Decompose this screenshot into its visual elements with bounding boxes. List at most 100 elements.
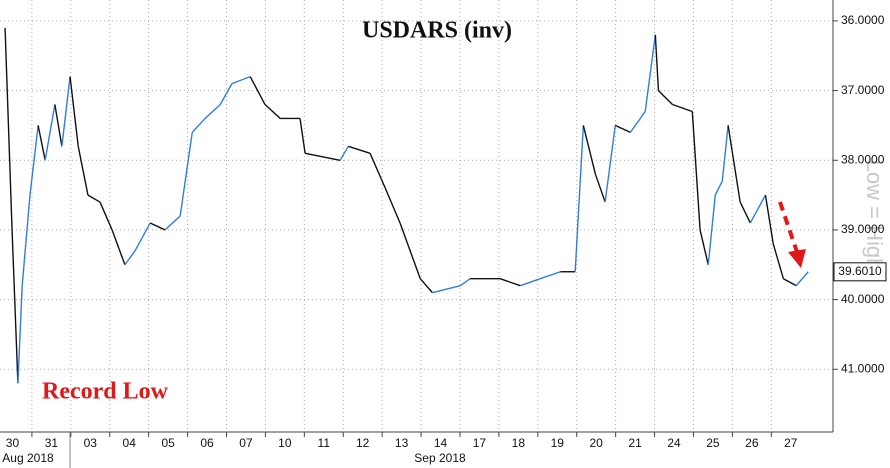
line-segment (657, 90, 673, 106)
line-segment (691, 111, 701, 230)
line-segment (574, 125, 585, 272)
line-segment (149, 222, 166, 231)
last-price-label: 39.6010 (838, 264, 882, 278)
line-segment (164, 215, 181, 231)
line-segment (721, 125, 729, 182)
line-segment (739, 201, 751, 224)
line-segment (69, 76, 79, 147)
x-tick-label: 06 (200, 436, 214, 450)
annotation: Low = High (862, 160, 887, 271)
line-segment (17, 285, 23, 384)
x-tick-label: 04 (123, 436, 137, 450)
x-tick-label: 17 (473, 436, 487, 450)
x-group-label: Aug 2018 (2, 451, 54, 465)
line-segment (339, 145, 349, 161)
line-segment (304, 152, 341, 161)
y-tick-label: 37.0000 (841, 83, 885, 97)
line-segment (134, 222, 151, 252)
line-segment (44, 104, 56, 161)
price-line (4, 27, 809, 384)
arrow (778, 201, 806, 268)
x-tick-label: 31 (45, 436, 59, 450)
line-segment (707, 195, 716, 265)
line-segment (264, 104, 281, 119)
chart-title: USDARS (inv) (362, 18, 512, 44)
line-segment (772, 243, 785, 279)
line-segment (419, 278, 433, 294)
x-tick-label: 07 (239, 436, 253, 450)
line-segment (231, 75, 251, 85)
line-segment (204, 104, 221, 119)
line-segment (594, 173, 606, 203)
x-tick-label: 18 (512, 436, 526, 450)
line-segment (399, 222, 421, 279)
y-tick-label: 40.0000 (841, 292, 885, 306)
y-tick-label: 36.0000 (841, 13, 885, 27)
y-tick-label: 41.0000 (841, 361, 885, 375)
x-tick-label: 26 (745, 436, 759, 450)
line-segment (191, 117, 206, 133)
line-segment (749, 194, 767, 224)
line-segment (87, 194, 101, 203)
line-segment (727, 125, 741, 203)
x-tick-label: 11 (318, 436, 331, 450)
line-segment (582, 125, 597, 175)
line-segment (369, 153, 386, 189)
x-tick-label: 24 (667, 436, 681, 450)
line-segment (61, 76, 71, 147)
line-segment (219, 83, 233, 105)
x-tick-label: 19 (551, 436, 565, 450)
x-group-label: Sep 2018 (414, 451, 466, 465)
line-segment (54, 104, 63, 147)
x-tick-label: 13 (395, 436, 409, 450)
line-segment (29, 125, 39, 196)
line-segment (499, 278, 521, 287)
line-segment (21, 195, 31, 286)
x-tick-label: 30 (6, 436, 20, 450)
line-segment (644, 34, 657, 112)
line-segment (348, 145, 371, 154)
line-segment (714, 180, 723, 196)
line-segment (37, 125, 46, 161)
x-tick-label: 27 (784, 436, 798, 450)
line-segment (764, 194, 774, 244)
x-tick-label: 10 (278, 436, 292, 450)
x-tick-label: 20 (590, 436, 604, 450)
line-segment (99, 201, 113, 231)
line-segment (539, 271, 561, 280)
x-tick-label: 14 (434, 436, 448, 450)
x-tick-label: 05 (161, 436, 175, 450)
line-segment (629, 111, 646, 133)
x-tick-label: 03 (84, 436, 98, 450)
line-segment (111, 229, 126, 266)
arrow-shaft (778, 201, 799, 253)
line-segment (11, 229, 19, 384)
line-segment (432, 284, 461, 294)
line-segment (699, 229, 709, 265)
line-segment (179, 132, 193, 217)
line-segment (459, 278, 471, 287)
line-segment (604, 125, 616, 203)
last-price-box (833, 262, 887, 282)
annotation: Record Low (42, 379, 169, 405)
line-segment (795, 271, 809, 287)
line-segment (520, 278, 541, 287)
line-segment (299, 118, 306, 154)
line-segment (4, 27, 13, 230)
line-segment (654, 34, 660, 91)
line-segment (249, 76, 266, 105)
x-tick-label: 25 (706, 436, 720, 450)
line-segment (783, 278, 797, 287)
y-tick-label: 38.0000 (841, 152, 885, 166)
y-tick-label: 39.0000 (841, 222, 885, 236)
arrow-head (788, 249, 806, 268)
x-tick-label: 21 (628, 436, 642, 450)
line-segment (124, 250, 136, 266)
line-segment (384, 187, 401, 224)
line-segment (614, 124, 631, 134)
line-segment (77, 146, 89, 196)
x-tick-label: 12 (356, 436, 370, 450)
line-segment (672, 103, 693, 113)
